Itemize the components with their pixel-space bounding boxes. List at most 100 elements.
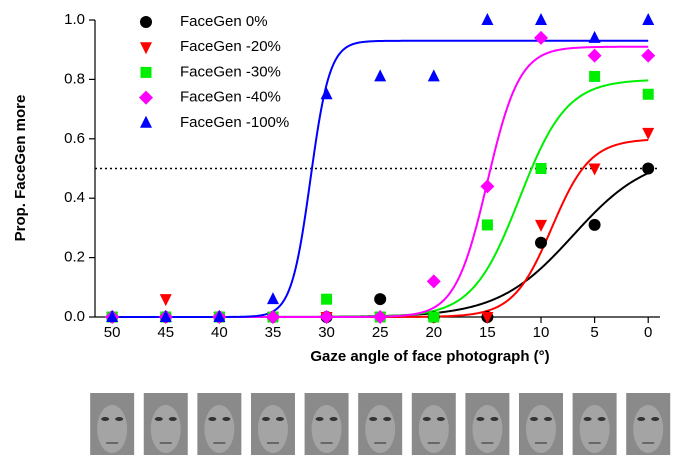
legend-marker (140, 42, 152, 55)
face-eye (529, 417, 538, 421)
fit-curve (112, 39, 649, 318)
point (374, 293, 387, 306)
face-eye (101, 417, 110, 421)
point (534, 219, 547, 232)
face-eye (261, 417, 270, 421)
face-eye (422, 417, 431, 421)
legend-label: FaceGen 0% (180, 13, 268, 30)
face-shape (525, 405, 556, 453)
point (588, 163, 601, 176)
x-tick-label: 35 (265, 324, 282, 341)
x-tick-label: 15 (479, 324, 496, 341)
face-eye (315, 417, 324, 421)
x-tick-label: 40 (211, 324, 228, 341)
face-shape (579, 405, 610, 453)
y-axis-title: Prop. FaceGen more (12, 95, 29, 242)
point (533, 30, 548, 45)
x-tick-label: 10 (533, 324, 550, 341)
legend-marker (139, 90, 153, 105)
face-eye (543, 417, 552, 421)
legend-label: FaceGen -40% (180, 89, 281, 106)
face-photographs (90, 393, 671, 455)
y-tick-label: 0.6 (64, 130, 85, 147)
face-shape (472, 405, 503, 453)
face-shape (311, 405, 342, 453)
point (481, 219, 493, 231)
face-eye (651, 417, 660, 421)
face-shape (204, 405, 235, 453)
point (428, 311, 440, 323)
x-tick-label: 50 (104, 324, 121, 341)
face-eye (476, 417, 485, 421)
point (589, 70, 601, 82)
fit-curve (112, 138, 649, 318)
x-tick-label: 0 (644, 324, 652, 341)
point (642, 88, 654, 100)
y-tick-label: 1.0 (64, 11, 85, 28)
legend-label: FaceGen -30% (180, 63, 281, 80)
face-shape (150, 405, 181, 453)
point (426, 274, 441, 289)
point (159, 310, 172, 322)
point (319, 310, 334, 324)
point (641, 48, 656, 63)
legend-marker (140, 115, 152, 128)
point (642, 162, 655, 175)
x-tick-label: 20 (425, 324, 442, 341)
face-eye (329, 417, 338, 421)
fit-curve (112, 45, 649, 318)
face-eye (637, 417, 646, 421)
point (588, 218, 601, 231)
face-eye (208, 417, 217, 421)
point (642, 13, 655, 25)
point (320, 87, 333, 100)
point (588, 30, 601, 43)
point (374, 69, 387, 82)
legend-label: FaceGen -100% (180, 114, 289, 131)
face-eye (275, 417, 284, 421)
point (106, 310, 119, 322)
x-axis-title: Gaze angle of face photograph (°) (310, 348, 549, 365)
point (373, 310, 388, 324)
point (321, 293, 333, 305)
face-eye (436, 417, 445, 421)
point (481, 13, 494, 25)
face-eye (597, 417, 606, 421)
face-eye (115, 417, 124, 421)
point (213, 310, 226, 322)
face-eye (490, 417, 499, 421)
face-eye (222, 417, 231, 421)
point (534, 236, 547, 249)
face-eye (583, 417, 592, 421)
face-eye (154, 417, 163, 421)
face-shape (418, 405, 449, 453)
legend-marker (140, 16, 152, 28)
x-tick-label: 30 (318, 324, 335, 341)
point (427, 69, 440, 82)
face-shape (633, 405, 664, 453)
face-shape (257, 405, 288, 453)
legend-label: FaceGen -20% (180, 38, 281, 55)
x-tick-label: 45 (157, 324, 174, 341)
y-tick-label: 0.8 (64, 70, 85, 87)
face-shape (97, 405, 128, 453)
y-tick-label: 0.4 (64, 189, 85, 206)
y-tick-label: 0.0 (64, 308, 85, 325)
point (642, 127, 655, 140)
face-eye (168, 417, 177, 421)
x-tick-label: 25 (372, 324, 389, 341)
point (534, 13, 547, 25)
x-tick-label: 5 (590, 324, 598, 341)
point (480, 179, 495, 194)
y-tick-label: 0.2 (64, 249, 85, 266)
face-shape (365, 405, 396, 453)
point (481, 312, 494, 324)
point (159, 294, 172, 307)
face-eye (383, 417, 392, 421)
point (535, 163, 547, 174)
point (265, 310, 280, 324)
point (587, 48, 602, 63)
legend-marker (140, 66, 152, 78)
point (266, 292, 279, 305)
